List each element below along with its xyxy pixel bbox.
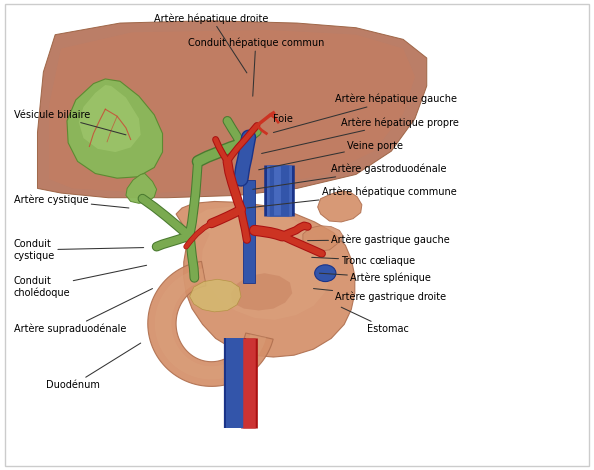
Text: Foie: Foie [273, 115, 293, 125]
Polygon shape [37, 21, 426, 198]
Polygon shape [79, 85, 141, 152]
Text: Artère cystique: Artère cystique [14, 195, 129, 208]
Text: Artère hépatique commune: Artère hépatique commune [247, 187, 457, 208]
Text: Artère gastrique gauche: Artère gastrique gauche [308, 235, 450, 245]
Text: Vésicule biliaire: Vésicule biliaire [14, 110, 126, 135]
Polygon shape [191, 206, 333, 320]
Text: Conduit hépatique commun: Conduit hépatique commun [188, 38, 324, 96]
Polygon shape [126, 173, 157, 204]
Polygon shape [67, 79, 163, 178]
Text: Duodénum: Duodénum [46, 343, 141, 390]
Polygon shape [49, 30, 415, 193]
Circle shape [315, 265, 336, 282]
Polygon shape [148, 261, 273, 386]
Polygon shape [243, 180, 255, 282]
Polygon shape [231, 273, 292, 311]
Text: Artère splénique: Artère splénique [320, 273, 431, 283]
Text: Artère gastroduodénale: Artère gastroduodénale [253, 164, 447, 189]
Text: Artère gastrique droite: Artère gastrique droite [314, 289, 447, 302]
Text: Artère hépatique propre: Artère hépatique propre [261, 117, 459, 154]
Text: Veine porte: Veine porte [258, 141, 403, 170]
Polygon shape [155, 268, 266, 379]
Text: Tronc cœliaque: Tronc cœliaque [312, 256, 415, 266]
Text: Estomac: Estomac [341, 307, 409, 334]
Polygon shape [176, 202, 355, 357]
Text: Conduit
cystique: Conduit cystique [14, 239, 144, 261]
Text: Conduit
cholédoque: Conduit cholédoque [14, 265, 147, 298]
Polygon shape [303, 226, 343, 251]
Polygon shape [189, 279, 241, 312]
Text: Artère hépatique gauche: Artère hépatique gauche [273, 94, 457, 133]
Polygon shape [318, 191, 362, 222]
Text: Artère supraduodénale: Artère supraduodénale [14, 289, 153, 334]
Text: Artère hépatique droite: Artère hépatique droite [154, 13, 268, 73]
